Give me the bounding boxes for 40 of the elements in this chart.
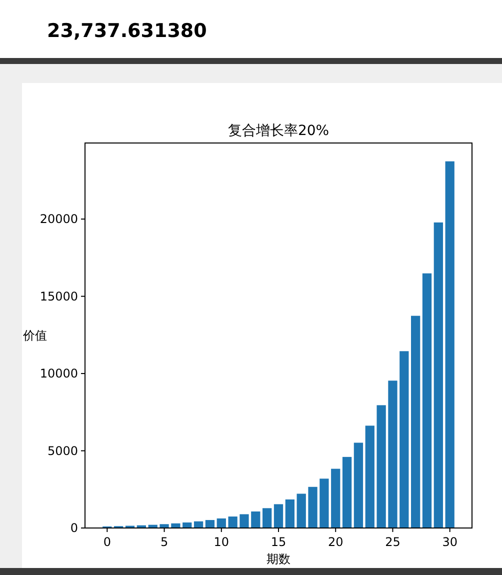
bar — [274, 504, 284, 528]
bar — [434, 222, 443, 528]
x-tick-label: 25 — [385, 535, 400, 549]
bar — [320, 478, 329, 528]
bar — [228, 516, 238, 528]
bar — [308, 486, 318, 528]
bar — [365, 426, 374, 528]
y-tick-label: 20000 — [40, 212, 78, 226]
y-tick-label: 0 — [70, 521, 78, 535]
y-tick-label: 5000 — [47, 444, 78, 458]
bar — [445, 161, 454, 528]
bar — [285, 499, 294, 528]
bar — [262, 508, 272, 528]
bar — [354, 442, 364, 528]
bar — [216, 518, 226, 528]
y-tick-label: 15000 — [40, 289, 78, 304]
x-tick-label: 5 — [160, 535, 168, 549]
bar — [376, 405, 386, 528]
bar — [205, 520, 215, 528]
chart-title: 复合增长率20% — [228, 123, 330, 139]
y-tick-label: 10000 — [40, 366, 78, 381]
bar — [342, 456, 352, 528]
bar — [160, 524, 169, 528]
bar — [422, 273, 432, 528]
x-tick-label: 0 — [103, 535, 111, 549]
y-axis-title: 价值 — [22, 328, 47, 342]
bar — [296, 494, 306, 528]
bar — [400, 351, 409, 528]
bar — [388, 380, 398, 528]
x-tick-label: 10 — [214, 535, 230, 549]
x-tick-label: 30 — [442, 535, 458, 549]
bar — [171, 523, 180, 528]
x-tick-label: 20 — [328, 535, 344, 549]
bar — [251, 511, 260, 528]
bar — [240, 514, 249, 528]
bar — [411, 316, 420, 528]
x-axis-title: 期数 — [266, 552, 290, 566]
x-tick-label: 15 — [270, 535, 286, 549]
text: 23,737.631380 — [47, 20, 207, 42]
bar — [331, 468, 340, 528]
